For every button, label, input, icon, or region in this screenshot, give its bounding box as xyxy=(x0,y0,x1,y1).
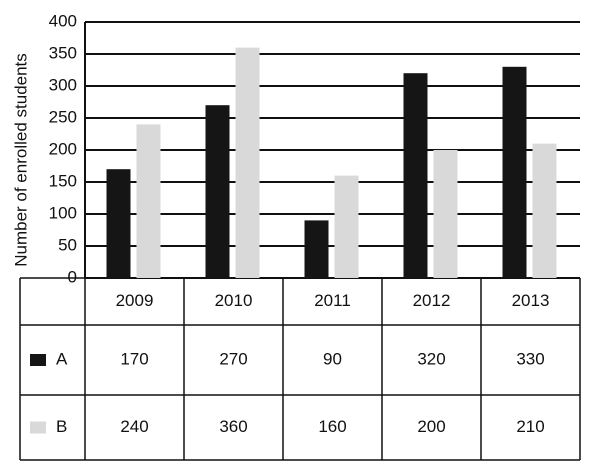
y-tick-label: 300 xyxy=(49,75,77,94)
y-axis-label: Number of enrolled students xyxy=(11,53,30,267)
bar xyxy=(403,73,428,278)
y-tick-label: 200 xyxy=(49,139,77,158)
y-tick-label: 0 xyxy=(68,267,77,286)
bar xyxy=(334,175,359,278)
bar xyxy=(532,143,557,278)
table-value: 210 xyxy=(516,417,544,436)
table-value: 270 xyxy=(219,349,247,368)
y-tick-label: 100 xyxy=(49,203,77,222)
bar xyxy=(433,150,458,278)
table-value: 200 xyxy=(417,417,445,436)
bar xyxy=(502,66,527,278)
table-value: 320 xyxy=(417,349,445,368)
x-tick-label: 2012 xyxy=(413,291,451,310)
bar xyxy=(235,47,260,278)
legend-swatch xyxy=(30,421,46,434)
table-value: 160 xyxy=(318,417,346,436)
y-tick-label: 400 xyxy=(49,11,77,30)
table-value: 330 xyxy=(516,349,544,368)
table-value: 170 xyxy=(120,349,148,368)
y-tick-label: 250 xyxy=(49,107,77,126)
legend-swatch xyxy=(30,354,46,366)
bar xyxy=(304,220,329,278)
bar xyxy=(136,124,161,279)
x-tick-label: 2013 xyxy=(512,291,550,310)
table-value: 240 xyxy=(120,417,148,436)
y-tick-label: 50 xyxy=(58,235,77,254)
y-tick-label: 350 xyxy=(49,43,77,62)
table-value: 360 xyxy=(219,417,247,436)
table-value: 90 xyxy=(323,349,342,368)
legend-label: B xyxy=(56,417,67,436)
bar xyxy=(106,169,131,278)
y-tick-label: 150 xyxy=(49,171,77,190)
legend-label: A xyxy=(56,349,68,368)
x-tick-label: 2009 xyxy=(116,291,154,310)
x-tick-label: 2011 xyxy=(314,291,351,310)
x-tick-label: 2010 xyxy=(215,291,253,310)
bar xyxy=(205,105,230,278)
